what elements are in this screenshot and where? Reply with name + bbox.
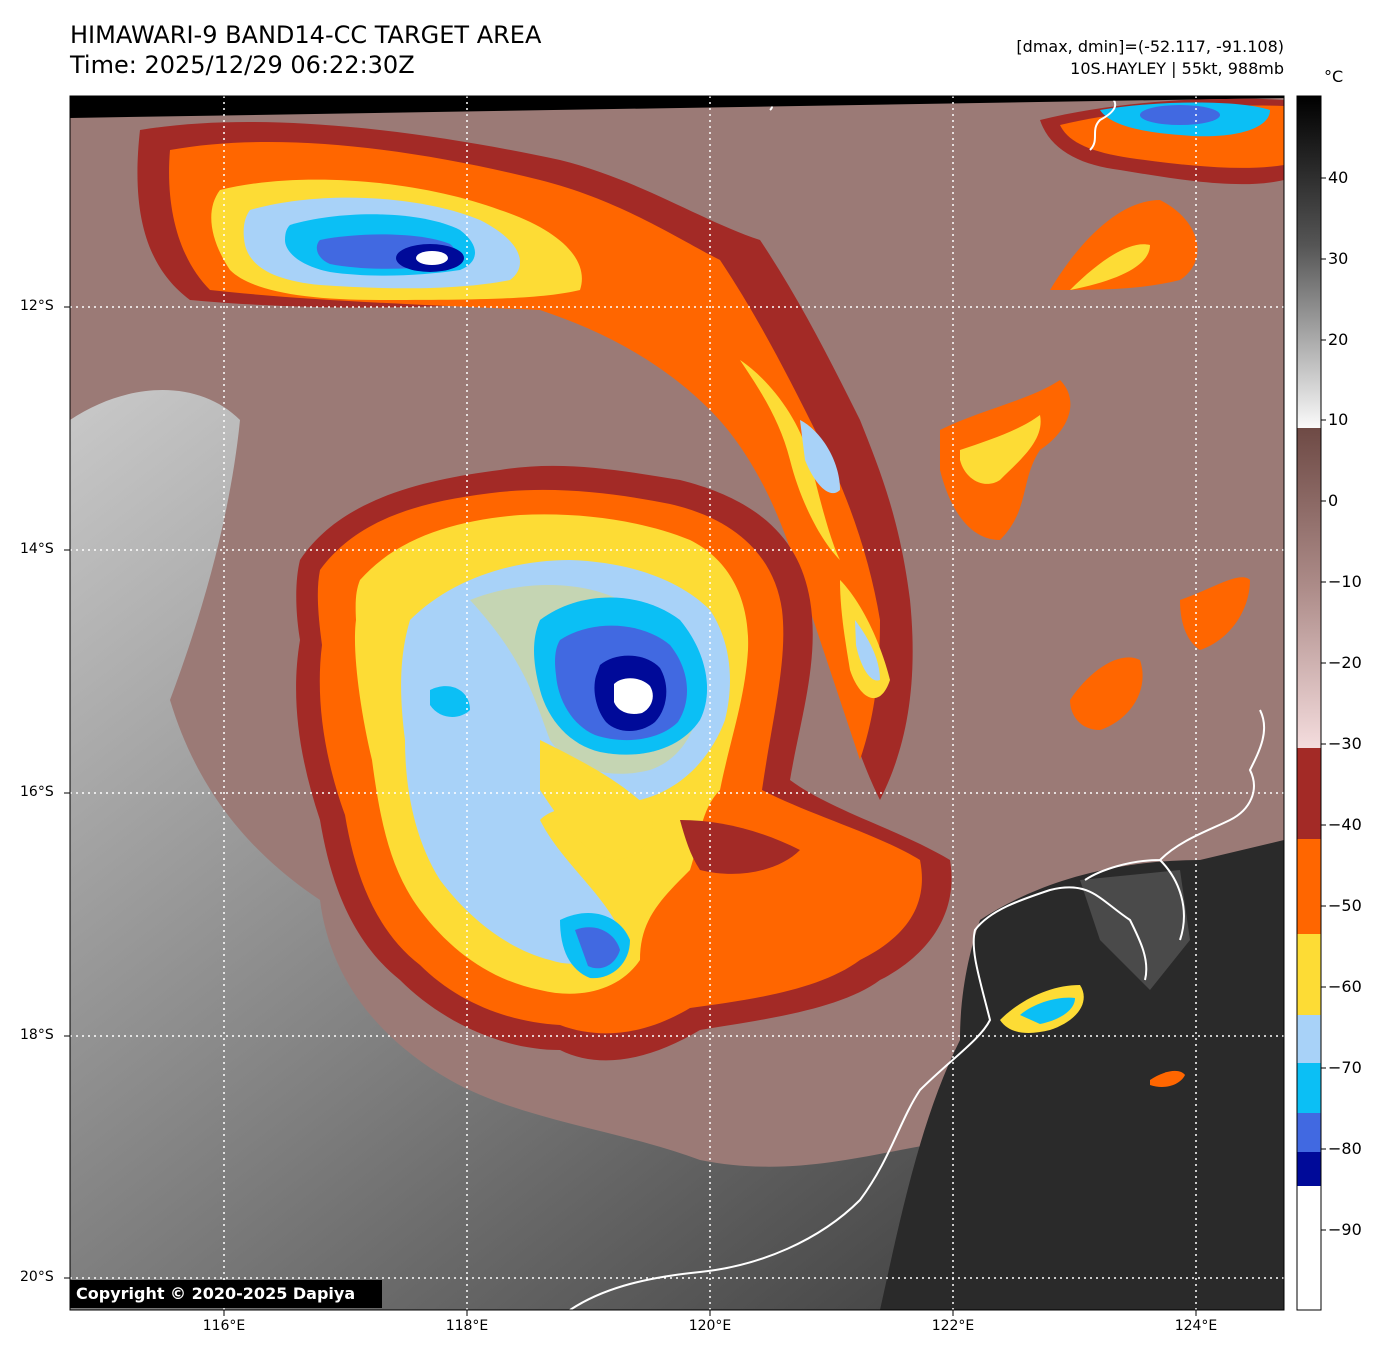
colorbar-label: 0 [1328,491,1339,510]
copyright-label: Copyright © 2020-2025 Dapiya [70,1280,382,1308]
colorbar-label: −20 [1328,653,1362,672]
colorbar-label: 30 [1328,249,1349,268]
lat-label-18s: 18°S [20,1027,54,1043]
storm-info: 10S.HAYLEY | 55kt, 988mb [1070,59,1284,78]
colorbar-unit: °C [1324,67,1344,86]
graticule [70,96,1284,1310]
colorbar-label: −40 [1328,815,1362,834]
colorbar-label: −80 [1328,1139,1362,1158]
land-region-east [880,840,1284,1310]
colorbar-label: −60 [1328,977,1362,996]
northern-cloud-band [137,121,913,800]
temperature-range: [dmax, dmin]=(-52.117, -91.108) [1016,37,1284,56]
colorbar [1296,95,1326,1311]
colorbar-label: −10 [1328,572,1362,591]
axis-ticks [64,306,1197,1316]
colorbar-label: −50 [1328,896,1362,915]
lon-label-124e: 124°E [1174,1318,1218,1334]
cool-surface-region [70,390,1284,1310]
lon-label-120e: 120°E [688,1318,732,1334]
colorbar-label: −90 [1328,1220,1362,1239]
lat-label-14s: 14°S [20,541,54,557]
colorbar-label: −30 [1328,734,1362,753]
lon-label-118e: 118°E [445,1318,489,1334]
map-title: HIMAWARI-9 BAND14-CC TARGET AREA [70,21,542,49]
map-frame [69,95,1285,1311]
northeast-cloud-clusters [940,98,1284,1087]
lon-label-122e: 122°E [931,1318,975,1334]
colorbar-label: 10 [1328,410,1349,429]
colorbar-label: 40 [1328,168,1349,187]
colorbar-label: −70 [1328,1058,1362,1077]
lat-label-20s: 20°S [20,1269,54,1285]
lat-label-12s: 12°S [20,298,54,314]
coastline [569,709,1266,1310]
lon-label-116e: 116°E [202,1318,246,1334]
colorbar-label: 20 [1328,330,1349,349]
map-time: Time: 2025/12/29 06:22:30Z [70,51,415,79]
cyclone-hayley [296,465,952,1061]
lat-label-16s: 16°S [20,784,54,800]
